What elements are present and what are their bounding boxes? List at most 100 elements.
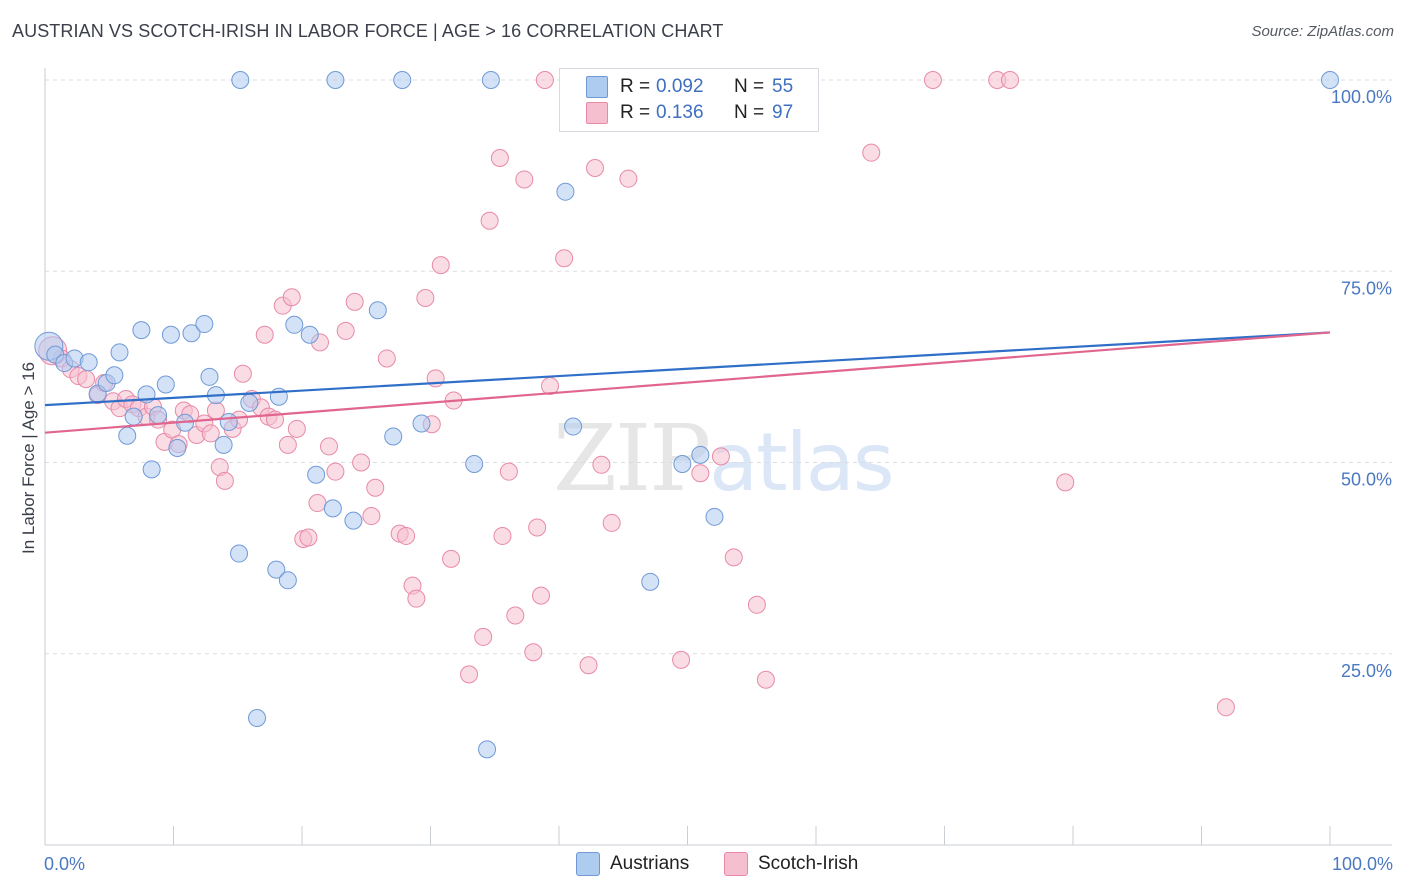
scotch-irish-point — [308, 494, 327, 513]
y-tick-label: 25.0% — [1341, 661, 1392, 681]
x-tick-label: 0.0% — [44, 854, 85, 874]
austrians-point — [118, 426, 137, 445]
scotch-irish-point — [282, 288, 301, 307]
legend-row-austrians: R = 0.092 N = 55 — [586, 74, 793, 100]
y-tick-label: 75.0% — [1341, 278, 1392, 298]
scotch-irish-point — [319, 437, 338, 456]
y-axis-label: In Labor Force | Age > 16 — [19, 362, 38, 554]
legend-row-scotch-irish: R = 0.136 N = 97 — [586, 100, 793, 126]
scotch-irish-point — [579, 656, 598, 675]
scotch-irish-point — [1056, 473, 1075, 492]
scotch-irish-point — [474, 627, 493, 646]
scotch-irish-point — [506, 606, 525, 625]
scotch-irish-point — [362, 507, 381, 526]
scotch-irish-point — [490, 149, 509, 168]
austrians-point — [1321, 71, 1339, 89]
austrians-point — [278, 571, 297, 590]
scotch-irish-point — [602, 513, 621, 532]
austrians-point — [248, 709, 267, 728]
austrians-point — [149, 406, 168, 425]
austrians-point — [465, 455, 484, 474]
scotch-irish-point — [287, 419, 306, 438]
scotch-irish-point — [499, 462, 518, 481]
austrians-point — [344, 511, 363, 530]
austrians-point — [240, 393, 259, 412]
austrians-point — [79, 353, 98, 372]
scotch-irish-point — [299, 528, 318, 547]
axis-labels: 25.0% 50.0% 75.0% 100.0% 0.0% 100.0% In Labor … — [19, 87, 1393, 874]
austrians-point — [156, 375, 175, 394]
scotch-irish-point — [532, 586, 551, 605]
bottom-legend-swatch-scotch-irish — [724, 852, 748, 876]
trend-line-scotch-irish — [44, 331, 1331, 434]
scotch-irish-point — [345, 292, 364, 311]
austrians-point — [323, 499, 342, 518]
scotch-irish-point — [724, 548, 743, 567]
scotch-irish-point — [747, 595, 766, 614]
chart-title: AUSTRIAN VS SCOTCH-IRISH IN LABOR FORCE … — [12, 21, 724, 41]
scotch-irish-point — [555, 249, 574, 268]
scotch-irish-point — [711, 447, 730, 466]
scotch-irish-point — [1001, 71, 1020, 89]
bottom-legend-label-austrians: Austrians — [610, 853, 690, 874]
scotch-irish-point — [215, 471, 234, 490]
austrians-point — [105, 366, 124, 385]
legend-n-value: 55 — [772, 76, 794, 97]
austrians-point — [142, 460, 161, 479]
legend-r-label: R = — [620, 76, 651, 97]
scotch-irish-point — [201, 424, 220, 443]
scotch-irish-point — [233, 364, 252, 383]
austrians-point — [230, 544, 249, 563]
austrians-point — [393, 71, 412, 89]
austrians-point — [195, 315, 214, 334]
correlation-legend: R = 0.092 N = 55 R = 0.136 N = 97 — [559, 68, 819, 132]
axes — [44, 68, 1392, 846]
scotch-irish-point — [515, 170, 534, 189]
scotch-irish-point — [480, 211, 499, 230]
austrians-point — [161, 325, 180, 344]
scotch-irish-point — [366, 478, 385, 497]
legend-n-value: 97 — [772, 102, 794, 123]
scotch-irish-point — [352, 453, 371, 472]
y-tick-label: 100.0% — [1331, 87, 1392, 107]
scotch-irish-point — [672, 650, 691, 669]
scotch-irish-point — [756, 670, 775, 689]
austrians-point — [564, 417, 583, 436]
austrians-point — [214, 435, 233, 454]
legend-n-label: N = — [734, 76, 765, 97]
scotch-irish-point — [77, 370, 96, 389]
legend-swatch-scotch-irish — [586, 102, 608, 124]
austrians-point — [384, 427, 403, 446]
austrians-point — [300, 325, 319, 344]
austrians-point — [124, 407, 143, 426]
bottom-legend-austrians: Austrians — [576, 851, 689, 877]
austrians-point — [412, 414, 431, 433]
austrians-point — [267, 560, 286, 579]
scotch-irish-point — [255, 325, 274, 344]
scotch-irish-point — [493, 526, 512, 545]
austrians-point — [705, 507, 724, 526]
bottom-legend-swatch-austrians — [576, 852, 600, 876]
legend-r-label: R = — [620, 102, 651, 123]
y-tick-label: 50.0% — [1341, 470, 1392, 490]
austrians-point — [556, 182, 575, 201]
scotch-irish-point — [407, 589, 426, 608]
scotch-irish-point — [524, 643, 543, 662]
scotch-irish-point — [278, 435, 297, 454]
trend-line-austrians — [44, 331, 1331, 407]
scotch-irish-point — [431, 256, 450, 275]
scotch-irish-point — [528, 518, 547, 537]
austrians-point — [285, 315, 304, 334]
legend-n-label: N = — [734, 102, 765, 123]
legend-swatch-austrians — [586, 76, 608, 98]
austrians-point — [368, 301, 387, 320]
austrians-point — [481, 71, 500, 89]
austrians-point — [219, 412, 238, 431]
scotch-irish-point — [1216, 698, 1235, 717]
austrians-point — [200, 367, 219, 386]
bottom-legend-label-scotch-irish: Scotch-Irish — [758, 853, 859, 874]
source-credit: Source: ZipAtlas.com — [1251, 23, 1394, 40]
austrians-point — [691, 445, 710, 464]
scotch-irish-point — [336, 321, 355, 340]
austrians-point — [132, 321, 151, 340]
